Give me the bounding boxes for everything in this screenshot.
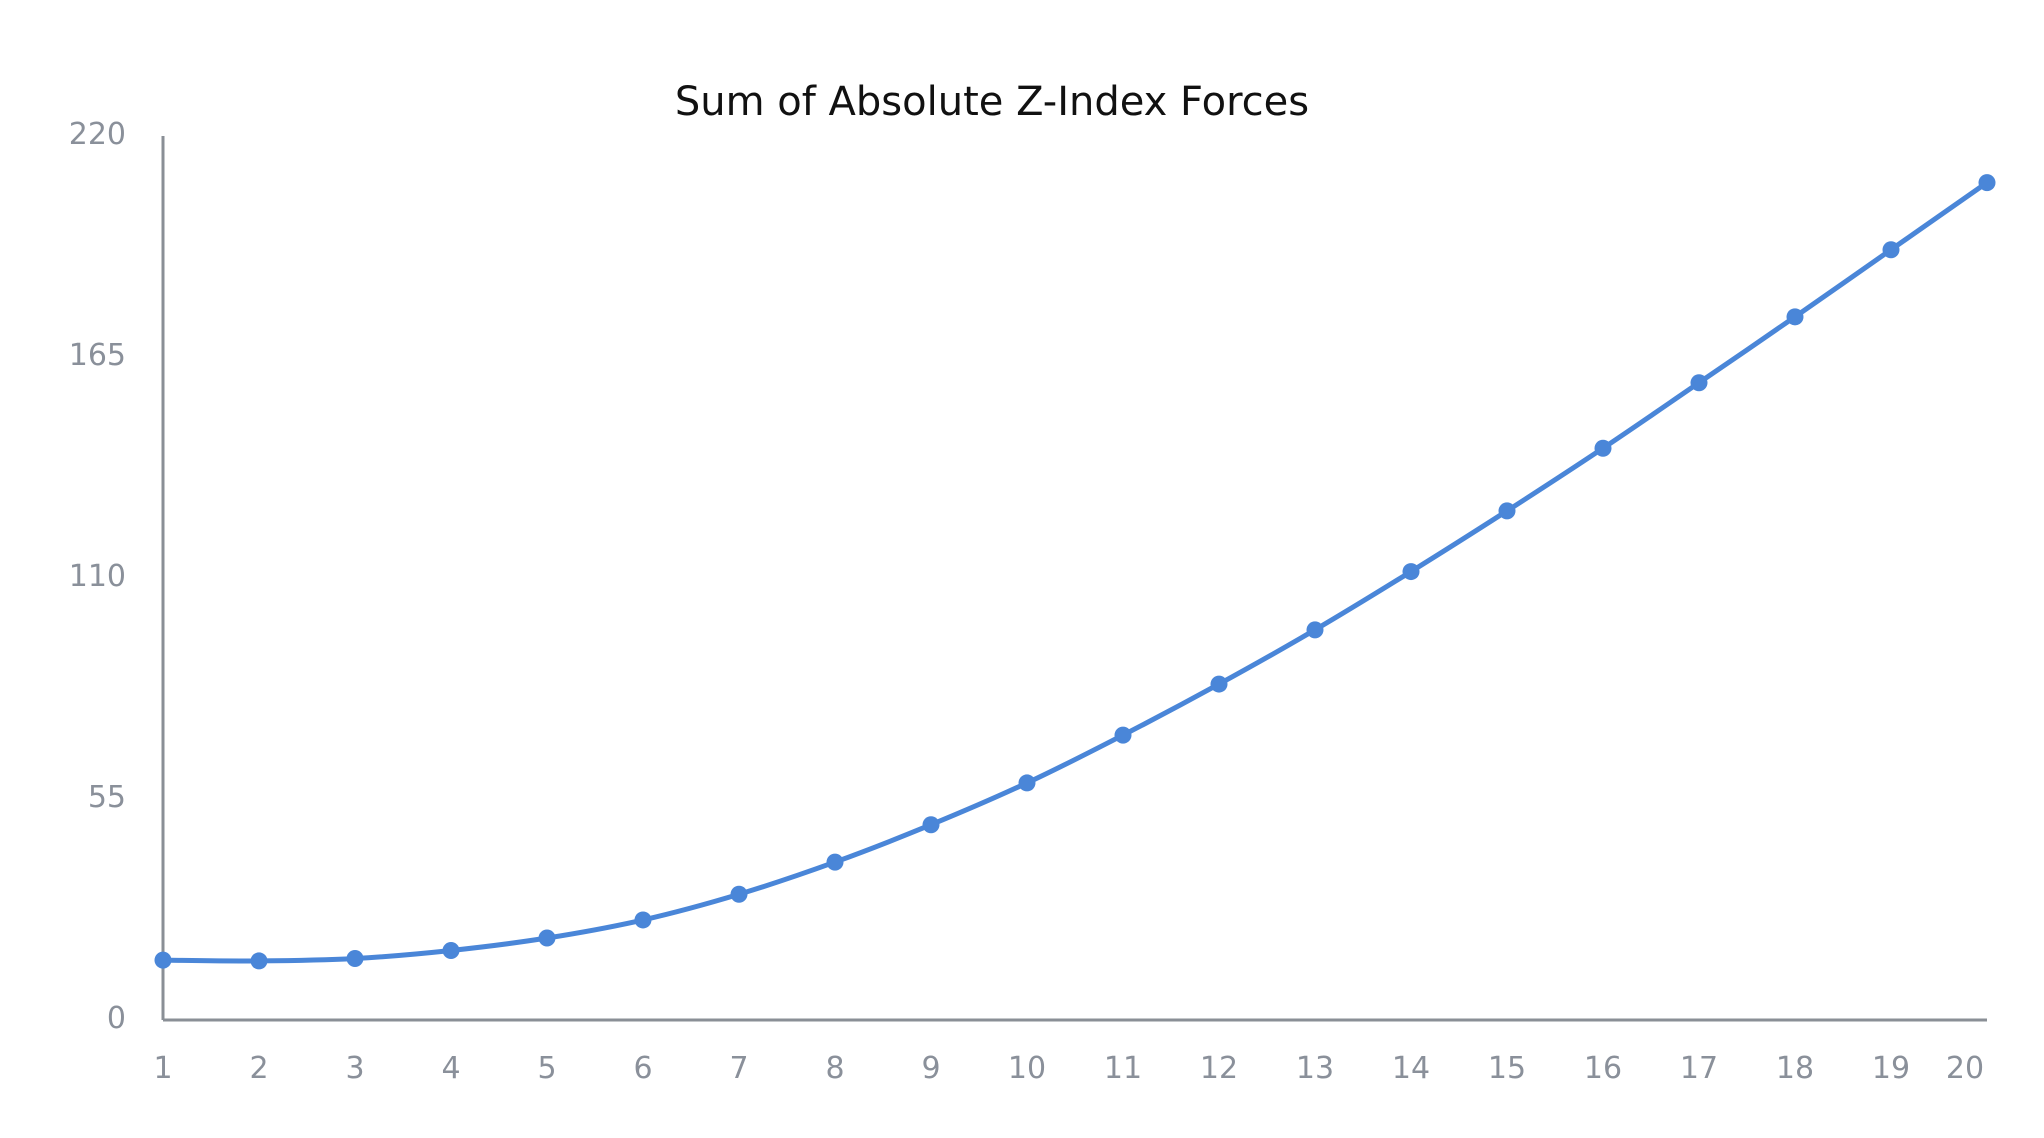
y-tick-label: 165 [69, 338, 126, 373]
series-group [154, 174, 1996, 970]
x-tick-label: 10 [1008, 1051, 1046, 1086]
x-tick-label: 18 [1776, 1051, 1814, 1086]
x-tick-label: 11 [1104, 1051, 1142, 1086]
y-tick-label: 55 [88, 780, 126, 815]
data-point [1978, 174, 1996, 192]
data-point [1690, 374, 1708, 392]
data-point [826, 853, 844, 871]
x-tick-label: 9 [921, 1051, 940, 1086]
x-tick-label: 8 [825, 1051, 844, 1086]
data-point [634, 911, 652, 929]
data-point [1306, 621, 1324, 639]
data-point [250, 952, 268, 970]
x-tick-label: 12 [1200, 1051, 1238, 1086]
x-tick-label: 16 [1584, 1051, 1622, 1086]
x-tick-label: 3 [345, 1051, 364, 1086]
data-point [1402, 563, 1420, 581]
data-point [922, 816, 940, 834]
x-tick-label: 6 [633, 1051, 652, 1086]
x-tick-label: 15 [1488, 1051, 1526, 1086]
data-point [1018, 774, 1036, 792]
x-tick-label: 4 [441, 1051, 460, 1086]
series-line [160, 180, 1990, 964]
data-point [1594, 439, 1612, 457]
data-point [730, 885, 748, 903]
y-tick-label: 110 [69, 559, 126, 594]
data-point [1114, 726, 1132, 744]
x-axis-tick-labels: 1 2 3 4 5 6 7 8 9 10 11 12 13 14 15 16 17 18 19 20 [153, 1051, 1984, 1086]
data-point [1882, 241, 1900, 259]
x-tick-label: 2 [249, 1051, 268, 1086]
x-tick-label: 17 [1680, 1051, 1718, 1086]
data-point [1210, 675, 1228, 693]
x-tick-label: 5 [537, 1051, 556, 1086]
data-point [442, 941, 460, 959]
x-tick-label: 7 [729, 1051, 748, 1086]
data-point [538, 929, 556, 947]
chart-title: Sum of Absolute Z-Index Forces [675, 79, 1309, 125]
y-tick-label: 220 [69, 117, 126, 152]
y-tick-label: 0 [107, 1001, 126, 1036]
data-point [1786, 308, 1804, 326]
y-axis-tick-labels: 0 55 110 165 220 [69, 117, 126, 1036]
x-tick-label: 19 [1872, 1051, 1910, 1086]
data-point [346, 950, 364, 968]
x-tick-label: 1 [153, 1051, 172, 1086]
x-tick-label: 13 [1296, 1051, 1334, 1086]
data-point [1498, 502, 1516, 520]
x-tick-label: 14 [1392, 1051, 1430, 1086]
data-point [154, 951, 172, 969]
x-tick-label: 20 [1946, 1051, 1984, 1086]
